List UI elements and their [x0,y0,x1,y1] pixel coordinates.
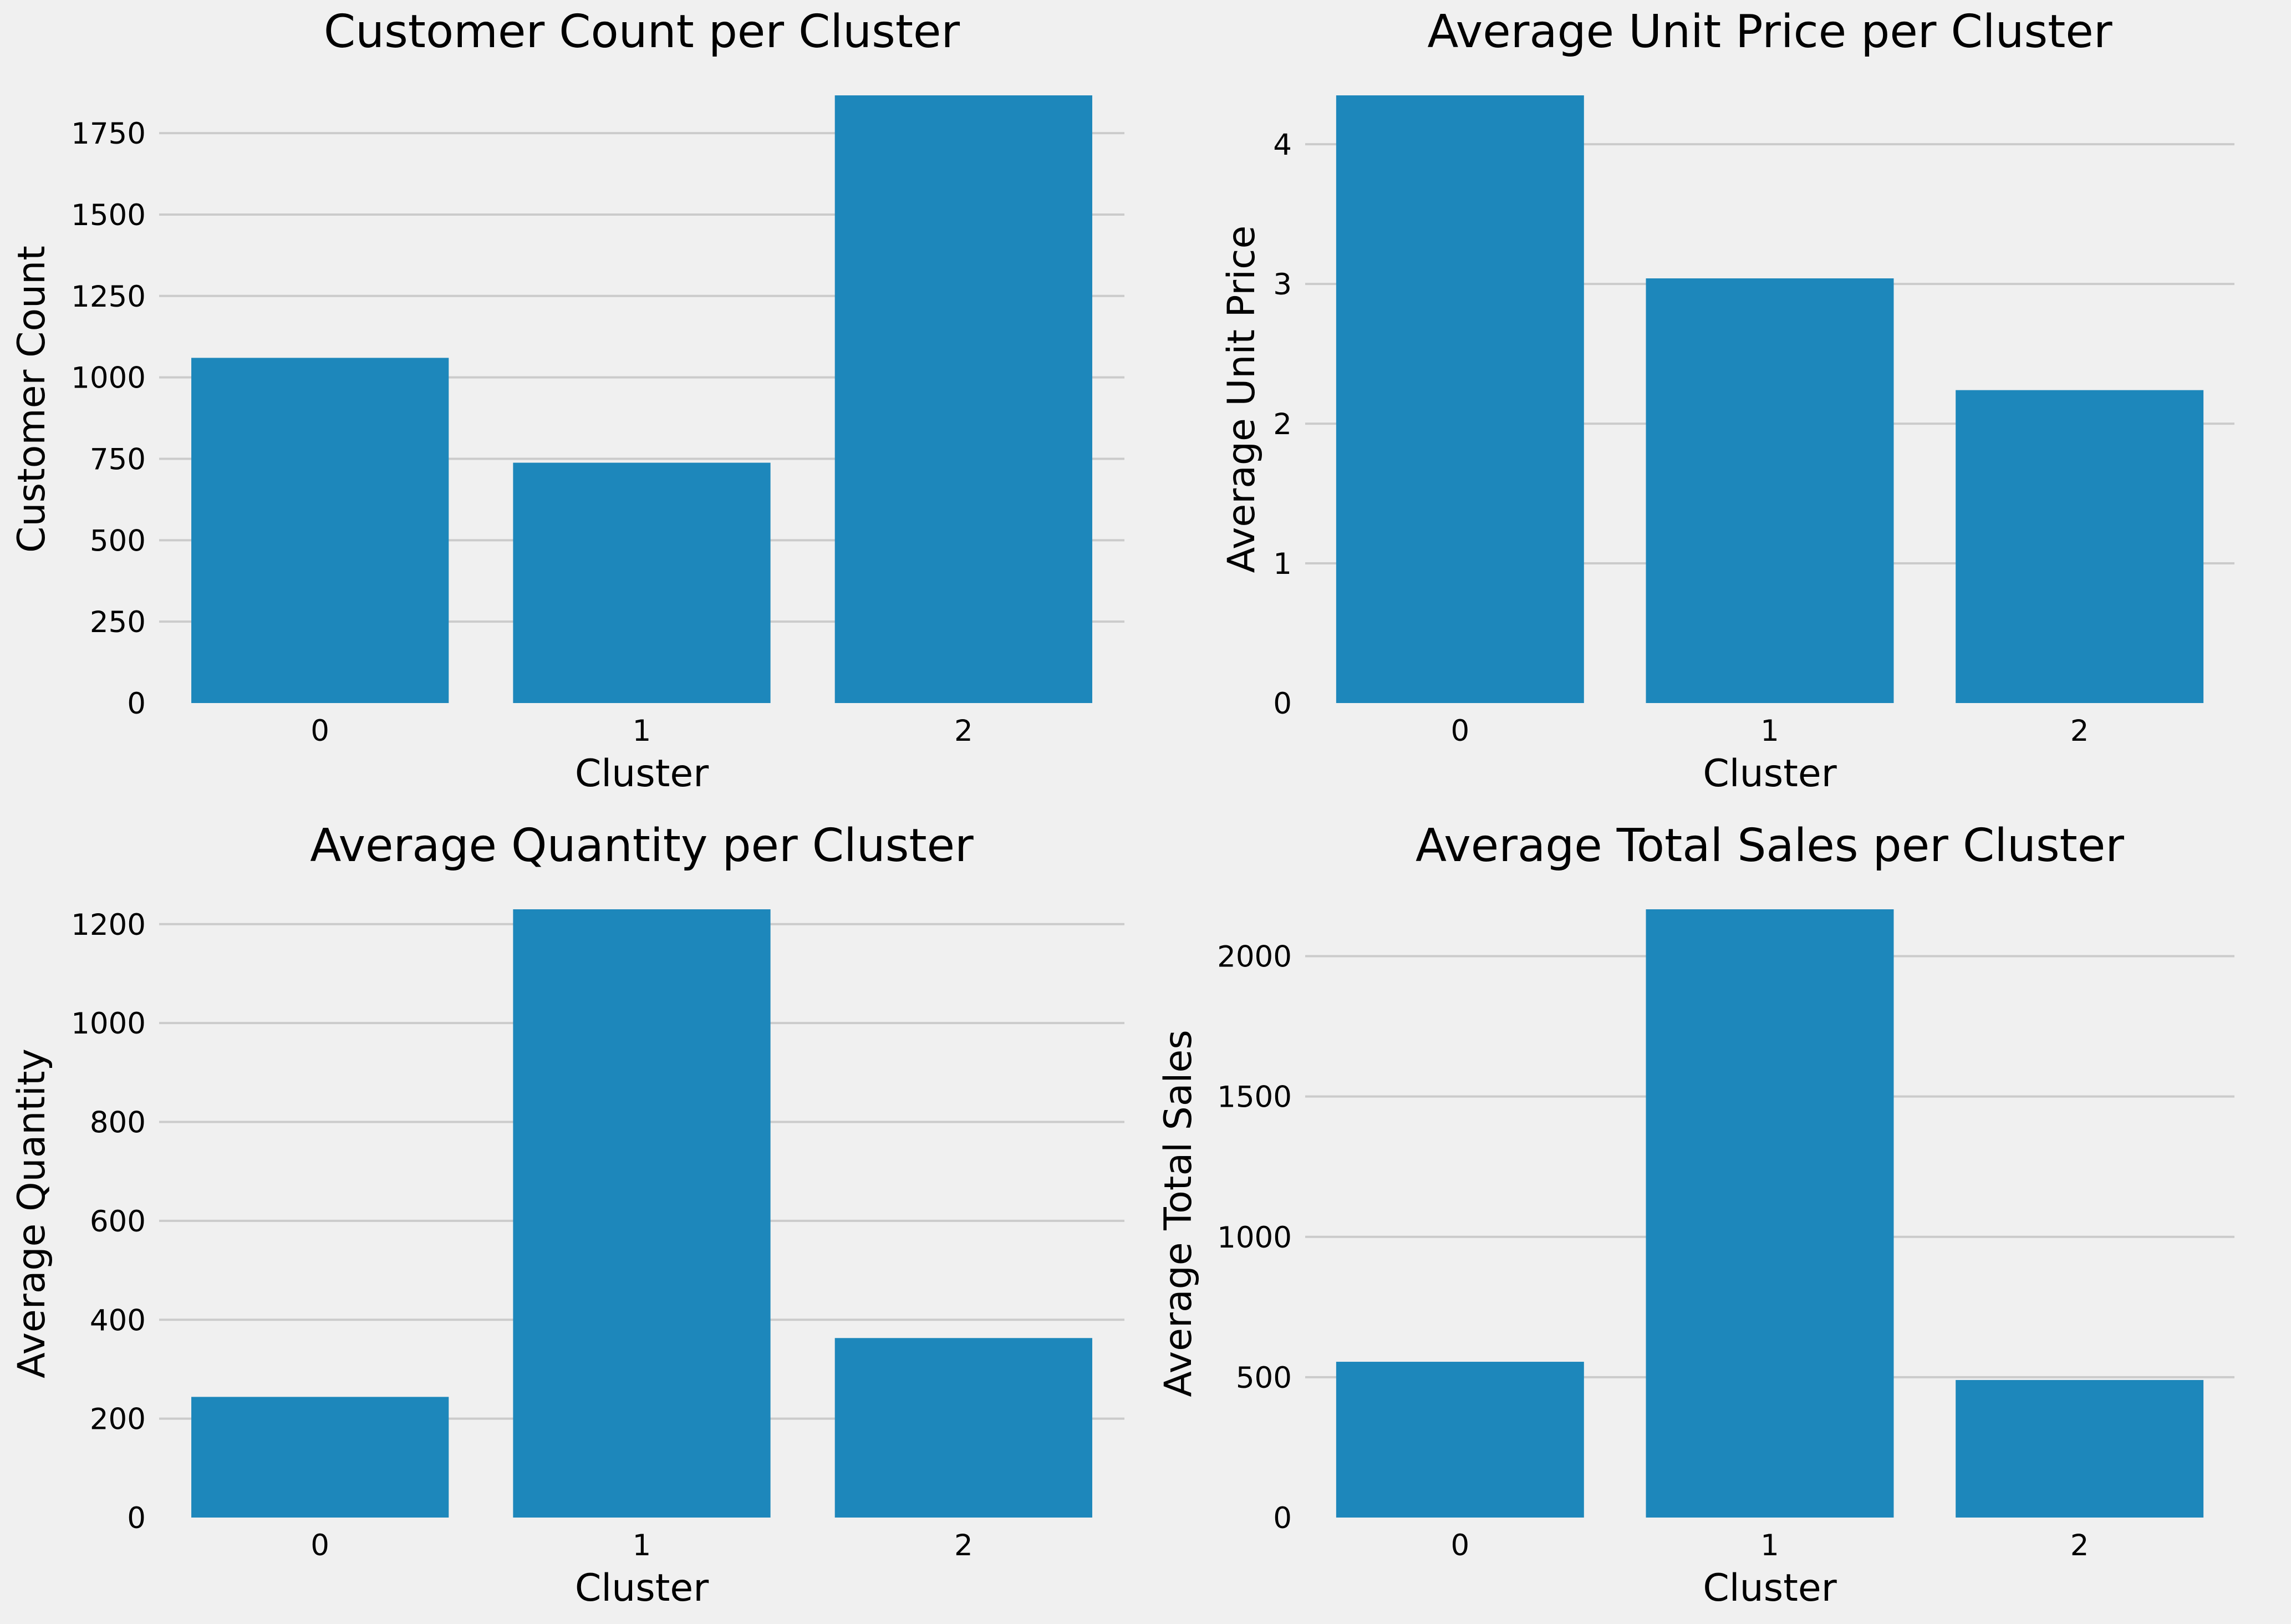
y-tick-label: 3 [1273,268,1292,302]
bar-cluster-1 [1646,278,1894,703]
y-tick-label: 1000 [71,362,146,395]
bar-cluster-1 [513,462,771,703]
y-tick-label: 200 [90,1403,146,1437]
x-tick-label: 0 [310,714,329,748]
y-tick-label: 4 [1273,128,1292,162]
x-tick-label: 0 [310,1529,329,1562]
bar-cluster-2 [1956,390,2204,703]
x-tick-label: 2 [2070,1529,2089,1562]
y-tick-label: 0 [127,1501,146,1535]
chart-panel-1: 0 1 2 3 4 0 1 2 Average Unit Price per Cluster Cl… [1220,6,2234,796]
y-tick-label: 500 [90,524,146,558]
y-tick-label: 1500 [71,198,146,232]
y-axis-label: Customer Count [10,246,54,553]
chart-title: Average Unit Price per Cluster [1427,6,2112,58]
x-axis-label: Cluster [1703,1566,1836,1610]
y-tick-label: 1250 [71,280,146,314]
chart-title: Customer Count per Cluster [324,6,960,58]
y-tick-label: 0 [1273,687,1292,721]
x-tick-label: 1 [1760,1529,1779,1562]
x-tick-label: 2 [2070,714,2089,748]
chart-title: Average Quantity per Cluster [310,819,974,872]
x-tick-label: 2 [954,1529,973,1562]
y-tick-label: 2000 [1217,940,1292,974]
x-tick-label: 1 [1760,714,1779,748]
x-tick-label: 2 [954,714,973,748]
y-tick-label: 400 [90,1304,146,1337]
y-axis-label: Average Quantity [10,1048,54,1378]
x-tick-label: 1 [633,714,651,748]
y-tick-label: 800 [90,1106,146,1140]
x-axis-label: Cluster [575,752,709,796]
y-tick-label: 1750 [71,117,146,151]
y-tick-label: 600 [90,1205,146,1239]
chart-panel-0: 0 250 500 750 1000 1250 1500 1750 0 1 2 Customer Co… [10,6,1124,796]
bar-cluster-1 [1646,909,1894,1518]
bar-cluster-2 [1956,1379,2204,1518]
y-tick-label: 0 [1273,1501,1292,1535]
y-tick-label: 750 [90,442,146,476]
y-tick-label: 1500 [1217,1081,1292,1114]
x-tick-label: 0 [1450,1529,1469,1562]
y-tick-label: 500 [1236,1361,1292,1395]
bar-cluster-1 [513,909,771,1518]
y-tick-label: 0 [127,687,146,721]
y-tick-label: 1000 [1217,1221,1292,1255]
y-tick-label: 1000 [71,1007,146,1041]
chart-title: Average Total Sales per Cluster [1416,819,2124,872]
x-axis-label: Cluster [575,1566,709,1610]
bar-cluster-2 [834,95,1092,703]
x-tick-label: 1 [633,1529,651,1562]
y-tick-label: 1 [1273,547,1292,581]
y-axis-label: Average Unit Price [1220,226,1264,573]
bar-cluster-0 [191,1397,449,1518]
chart-panel-3: 0 500 1000 1500 2000 0 1 2 Average Total Sales p… [1157,819,2234,1610]
bar-cluster-0 [1336,1362,1584,1518]
bar-cluster-2 [834,1338,1092,1518]
x-tick-label: 0 [1450,714,1469,748]
y-tick-label: 250 [90,605,146,639]
y-tick-label: 1200 [71,908,146,942]
bar-cluster-0 [191,358,449,703]
y-axis-label: Average Total Sales [1157,1030,1200,1397]
bar-cluster-0 [1336,95,1584,703]
chart-panel-2: 0 200 400 600 800 1000 1200 0 1 2 Average Quantity… [10,819,1124,1610]
y-tick-label: 2 [1273,408,1292,441]
x-axis-label: Cluster [1703,752,1836,796]
